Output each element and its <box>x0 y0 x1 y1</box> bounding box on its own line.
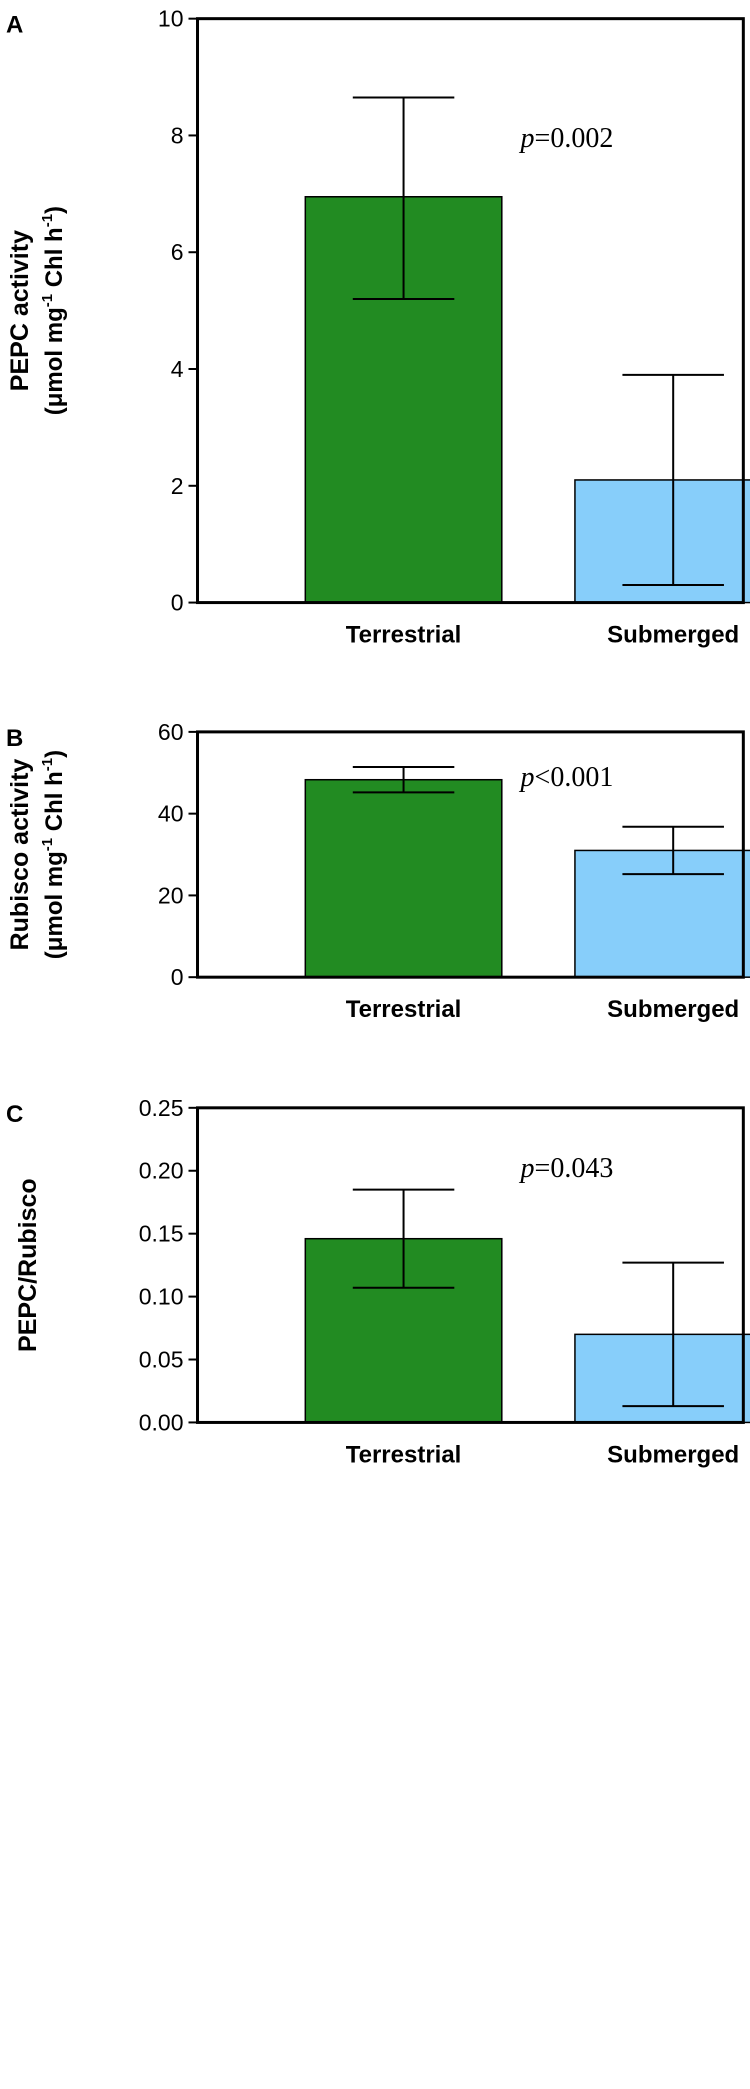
error-bar-submerged <box>622 1261 724 1408</box>
y-tick-label: 2 <box>171 473 184 499</box>
y-tick-label: 4 <box>171 356 184 382</box>
panel-b: 0 20 40 60 Terrestrial Submerged B Rubisco acti… <box>6 719 750 1023</box>
y-tick-label: 0.00 <box>139 1409 184 1435</box>
error-bar-terrestrial <box>352 1188 455 1289</box>
y-tick-label: 0.05 <box>139 1347 184 1373</box>
p-value-annotation: p=0.043 <box>519 1153 614 1184</box>
y-tick-label: 8 <box>171 122 184 148</box>
y-tick-label: 60 <box>158 719 184 745</box>
y-tick-label: 0.25 <box>139 1095 184 1121</box>
y-tick-label: 10 <box>158 6 184 32</box>
x-category-label: Submerged <box>607 622 739 649</box>
error-bar-submerged <box>622 373 724 587</box>
y-axis-label: PEPC activity <box>6 230 34 391</box>
y-tick-label: 0.20 <box>139 1158 184 1184</box>
y-axis-label: PEPC/Rubisco <box>14 1178 42 1352</box>
x-category-label: Terrestrial <box>346 622 462 649</box>
bar-submerged <box>574 479 750 604</box>
y-tick-label: 0 <box>171 964 184 990</box>
p-value-annotation: p=0.002 <box>519 123 614 154</box>
y-axis-unit-label: (μmol mg-1 Chl h-1) <box>39 206 68 415</box>
x-category-label: Submerged <box>607 996 739 1023</box>
error-bar-submerged <box>622 825 724 876</box>
panel-letter: A <box>6 12 23 39</box>
plot-frame <box>196 1106 745 1424</box>
plot-frame <box>196 17 745 605</box>
panel-c: 0.00 0.05 0.10 0.15 0.20 0.25 Terrestrial Subme… <box>6 1095 750 1468</box>
bar-submerged <box>574 849 750 978</box>
x-category-label: Terrestrial <box>346 996 462 1023</box>
y-tick-label: 40 <box>158 801 184 827</box>
bar-submerged <box>574 1333 750 1424</box>
x-category-label: Submerged <box>607 1441 739 1468</box>
error-bar-terrestrial <box>352 96 455 300</box>
panel-letter: B <box>6 725 23 752</box>
p-value-annotation: p<0.001 <box>519 762 614 793</box>
y-tick-label: 6 <box>171 239 184 265</box>
panel-letter: C <box>6 1101 23 1128</box>
y-axis-label: Rubisco activity <box>6 759 34 951</box>
y-axis-unit-label: (μmol mg-1 Chl h-1) <box>39 750 68 959</box>
plot-frame <box>196 730 745 979</box>
y-tick-label: 20 <box>158 882 184 908</box>
y-tick-label: 0 <box>171 590 184 616</box>
x-category-label: Terrestrial <box>346 1441 462 1468</box>
panel-a: 0 2 4 6 8 10 Terrestrial Submerged A PEPC activit… <box>6 6 750 649</box>
y-tick-label: 0.10 <box>139 1284 184 1310</box>
error-bar-terrestrial <box>352 766 455 794</box>
y-tick-label: 0.15 <box>139 1221 184 1247</box>
bar-terrestrial <box>304 778 503 978</box>
